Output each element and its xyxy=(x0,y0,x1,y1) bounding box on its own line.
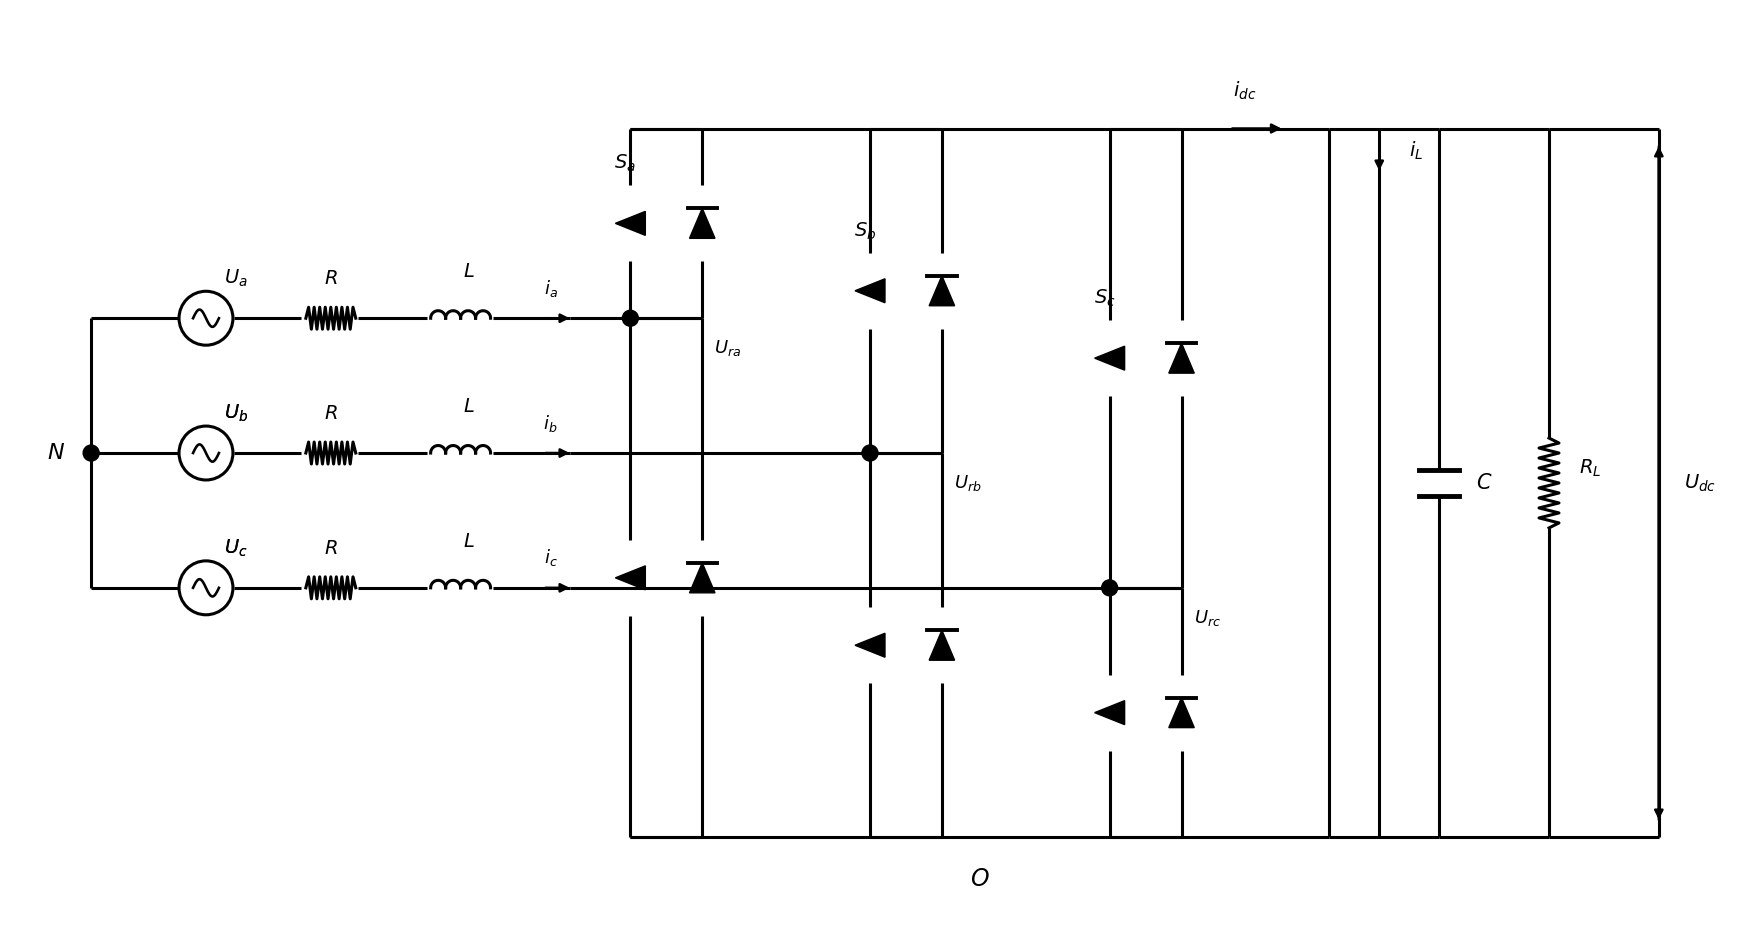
Polygon shape xyxy=(1168,343,1194,373)
Text: $i_c$: $i_c$ xyxy=(543,548,557,568)
Text: $S_b$: $S_b$ xyxy=(853,220,876,241)
Text: $N$: $N$ xyxy=(47,442,64,464)
Polygon shape xyxy=(1168,698,1194,728)
Text: $i_a$: $i_a$ xyxy=(543,278,557,299)
Text: $L$: $L$ xyxy=(463,533,475,551)
Text: $L$: $L$ xyxy=(463,398,475,416)
Polygon shape xyxy=(855,279,884,303)
Circle shape xyxy=(1102,580,1118,596)
Polygon shape xyxy=(1095,346,1125,371)
Text: $U_c$: $U_c$ xyxy=(225,537,247,558)
Polygon shape xyxy=(615,566,646,590)
Text: $R$: $R$ xyxy=(324,405,338,423)
Text: $U_{ra}$: $U_{ra}$ xyxy=(714,339,742,358)
Polygon shape xyxy=(689,563,716,593)
Circle shape xyxy=(862,445,877,461)
Text: $U_a$: $U_a$ xyxy=(225,267,247,289)
Text: $i_b$: $i_b$ xyxy=(543,413,557,433)
Text: $i_{dc}$: $i_{dc}$ xyxy=(1233,80,1257,101)
Text: $S_a$: $S_a$ xyxy=(615,153,635,174)
Circle shape xyxy=(84,445,99,461)
Text: $R$: $R$ xyxy=(324,270,338,288)
Text: $R$: $R$ xyxy=(324,540,338,558)
Text: $O$: $O$ xyxy=(970,868,989,891)
Text: $U_b$: $U_b$ xyxy=(225,402,247,424)
Circle shape xyxy=(622,310,639,326)
Text: $C$: $C$ xyxy=(1476,473,1492,493)
Polygon shape xyxy=(615,211,646,235)
Text: $S_c$: $S_c$ xyxy=(1093,288,1116,309)
Text: $R_L$: $R_L$ xyxy=(1579,458,1602,478)
Text: $U_c$: $U_c$ xyxy=(225,537,247,558)
Text: $L$: $L$ xyxy=(463,264,475,281)
Polygon shape xyxy=(689,208,716,238)
Text: $U_b$: $U_b$ xyxy=(225,402,247,424)
Text: $U_{rb}$: $U_{rb}$ xyxy=(954,473,982,493)
Polygon shape xyxy=(855,633,884,658)
Text: $U_{rc}$: $U_{rc}$ xyxy=(1194,608,1220,628)
Polygon shape xyxy=(930,630,954,660)
Text: $i_L$: $i_L$ xyxy=(1408,140,1424,161)
Polygon shape xyxy=(930,276,954,306)
Text: $U_{dc}$: $U_{dc}$ xyxy=(1684,473,1717,493)
Polygon shape xyxy=(1095,701,1125,725)
